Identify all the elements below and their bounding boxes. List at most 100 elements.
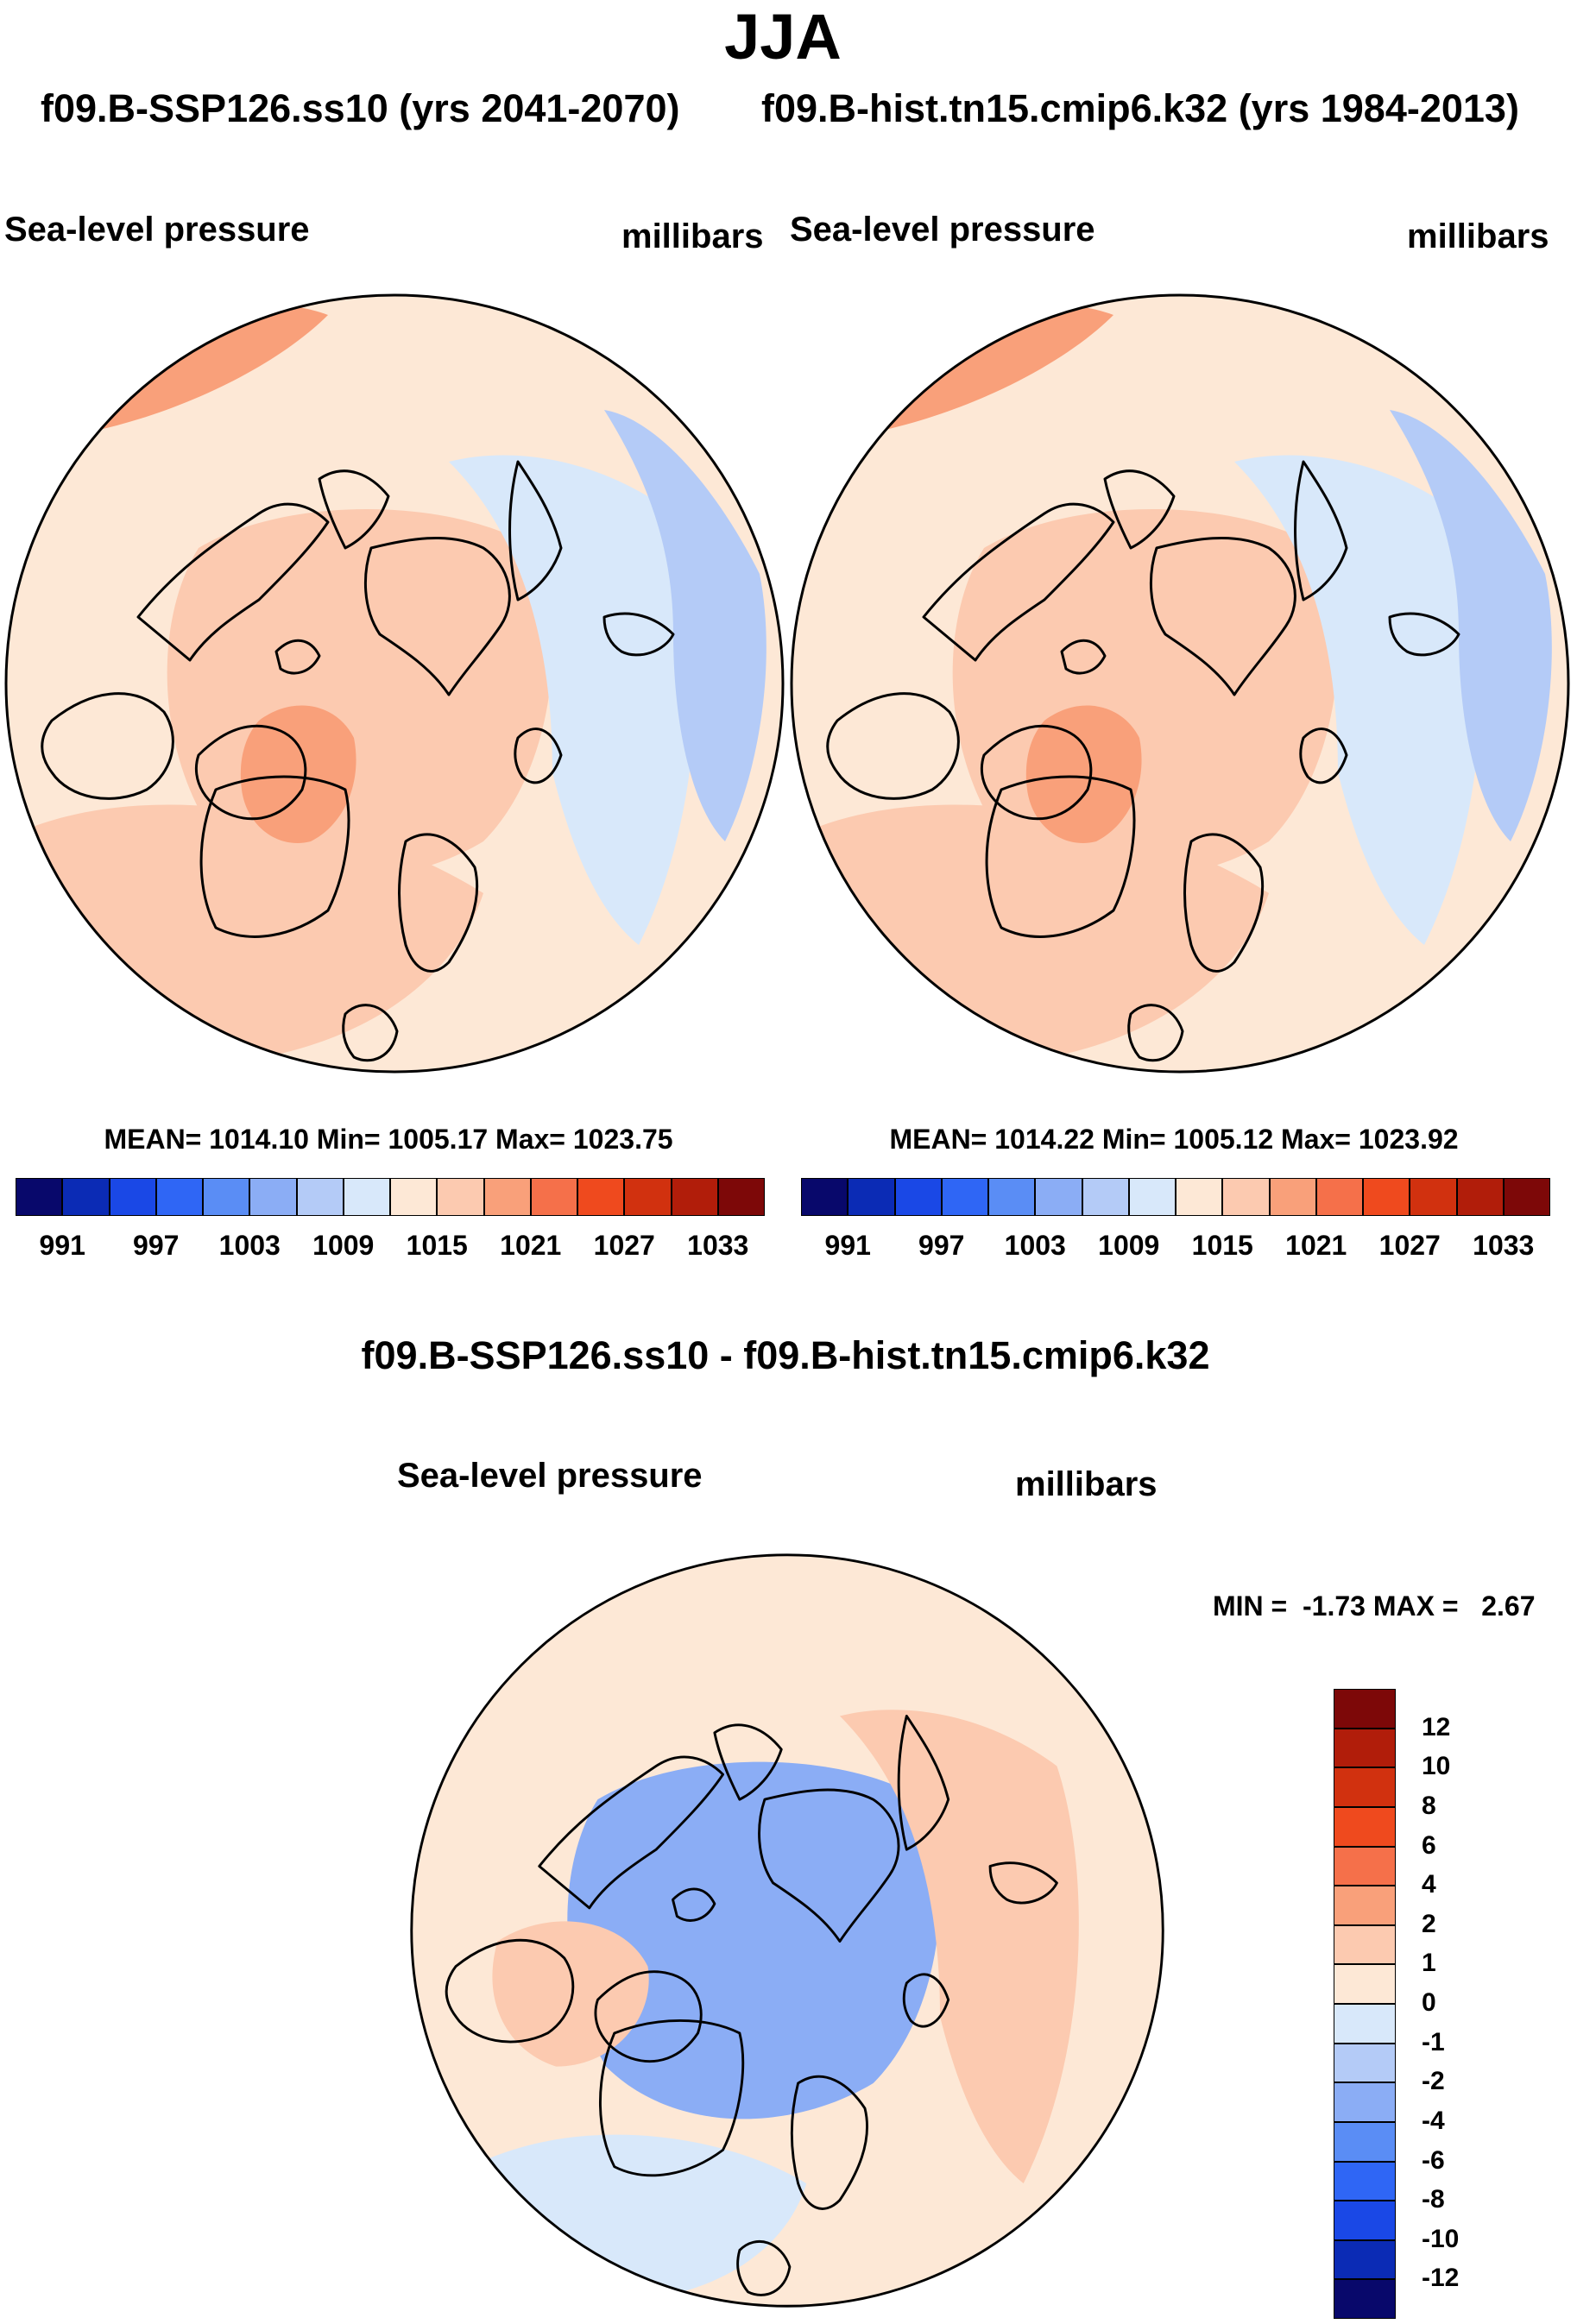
colorbar-swatch [530, 1178, 577, 1216]
coastline [445, 1938, 575, 2044]
colorbar-swatch [1334, 1689, 1396, 1729]
coastline [985, 775, 1136, 938]
colorbar-swatch [1503, 1178, 1550, 1216]
colorbar-tick-label: 1003 [1004, 1230, 1066, 1261]
coastline [274, 639, 321, 675]
region-greenland [1025, 705, 1142, 843]
colorbar-swatch [801, 1178, 848, 1216]
case-b-title: f09.B-hist.tn15.cmip6.k32 (yrs 1984-2013… [761, 86, 1519, 130]
colorbar-tick-label: 10 [1422, 1752, 1451, 1781]
coastlines [41, 460, 675, 1062]
region-central-arctic [952, 509, 1338, 879]
region-hudson-bay [47, 653, 147, 729]
colorbar-tick-label: 12 [1422, 1712, 1451, 1741]
colorbar-swatch [1334, 2161, 1396, 2201]
colorbar-swatch [671, 1178, 718, 1216]
map-boundary [790, 293, 1570, 1074]
region-siberia [839, 1710, 1079, 2184]
coastline [1183, 833, 1265, 973]
colorbar-tick-label: 4 [1422, 1870, 1436, 1899]
colorbar-tick-label: 1021 [1285, 1230, 1347, 1261]
colorbar-swatch [577, 1178, 625, 1216]
colorbar-tick-label: 1033 [1473, 1230, 1535, 1261]
colorbar-tick-label: 1033 [687, 1230, 749, 1261]
colorbar-swatch [1315, 1178, 1363, 1216]
panel1-colorbar [16, 1178, 765, 1216]
colorbar-swatch [1456, 1178, 1504, 1216]
colorbar-tick-label: 8 [1422, 1791, 1436, 1820]
coastline [318, 469, 390, 550]
coastline [598, 2019, 745, 2177]
colorbar-swatch [437, 1178, 484, 1216]
coastline [826, 692, 960, 800]
coastline [1060, 639, 1107, 675]
colorbar-swatch [1269, 1178, 1316, 1216]
coastline [922, 502, 1115, 662]
region-central-arctic [567, 1761, 941, 2119]
region-hudson-bay [833, 653, 932, 729]
coastline [790, 2075, 868, 2210]
panel3-units-label: millibars [1015, 1465, 1158, 1503]
panel1-polar-map [4, 293, 785, 1074]
coastline [199, 775, 350, 938]
panel3-polar-map [410, 1553, 1164, 2308]
colorbar-tick-label: 1021 [500, 1230, 562, 1261]
panel3-stats: MIN = -1.73 MAX = 2.67 [1213, 1590, 1536, 1622]
case-a-title: f09.B-SSP126.ss10 (yrs 2041-2070) [41, 86, 680, 130]
coastline [508, 460, 563, 601]
coastline [602, 612, 675, 657]
colorbar-swatch [249, 1178, 297, 1216]
coastlines [445, 1714, 1058, 2296]
colorbar-tick-label: -6 [1422, 2145, 1445, 2175]
region-siberia [1234, 455, 1482, 945]
colorbar-tick-label: 1003 [218, 1230, 281, 1261]
coastline [136, 502, 330, 662]
coastlines [826, 460, 1460, 1062]
coastline [1150, 536, 1296, 696]
colorbar-swatch [1334, 2279, 1396, 2319]
coastline [514, 727, 563, 784]
colorbar-swatch [1334, 1846, 1396, 1886]
colorbar-tick-label: 1009 [1098, 1230, 1160, 1261]
colorbar-swatch [296, 1178, 344, 1216]
colorbar-swatch [848, 1178, 895, 1216]
coastline [758, 1788, 900, 1943]
colorbar-swatch [109, 1178, 156, 1216]
coastline [1294, 460, 1348, 601]
coastline [736, 2240, 792, 2296]
colorbar-swatch [1334, 2043, 1396, 2083]
colorbar-swatch [717, 1178, 765, 1216]
colorbar-swatch [390, 1178, 438, 1216]
season-title: JJA [724, 1, 842, 72]
colorbar-tick-label: 1 [1422, 1949, 1436, 1978]
colorbar-tick-label: 0 [1422, 1988, 1436, 2017]
colorbar-tick-label: 1015 [1191, 1230, 1253, 1261]
colorbar-swatch [343, 1178, 390, 1216]
colorbar-swatch [16, 1178, 63, 1216]
colorbar-tick-label: -10 [1422, 2224, 1460, 2253]
colorbar-swatch [1222, 1178, 1270, 1216]
colorbar-swatch [1334, 2004, 1396, 2044]
colorbar-swatch [1334, 2121, 1396, 2162]
panel1-stats: MEAN= 1014.10 Min= 1005.17 Max= 1023.75 [104, 1124, 673, 1155]
colorbar-swatch [1334, 1806, 1396, 1847]
coastline [980, 724, 1093, 821]
panel1-variable-label: Sea-level pressure [4, 211, 310, 249]
colorbar-swatch [1334, 1924, 1396, 1965]
colorbar-tick-label: 1009 [312, 1230, 375, 1261]
colorbar-swatch [1176, 1178, 1223, 1216]
colorbar-tick-label: -12 [1422, 2264, 1460, 2293]
coastline [713, 1723, 783, 1801]
coastline [897, 1714, 950, 1851]
coastline [538, 1755, 724, 1910]
colorbar-tick-label: 2 [1422, 1909, 1436, 1938]
coastline [988, 1861, 1058, 1905]
colorbar-tick-label: -4 [1422, 2106, 1445, 2135]
map-boundary [4, 293, 785, 1074]
panel2-stats: MEAN= 1014.22 Min= 1005.12 Max= 1023.92 [889, 1124, 1459, 1155]
colorbar-swatch [62, 1178, 110, 1216]
coastline [342, 1004, 399, 1062]
region-siberia [449, 455, 697, 945]
difference-title: f09.B-SSP126.ss10 - f09.B-hist.tn15.cmip… [361, 1333, 1210, 1377]
colorbar-swatch [1334, 1728, 1396, 1768]
